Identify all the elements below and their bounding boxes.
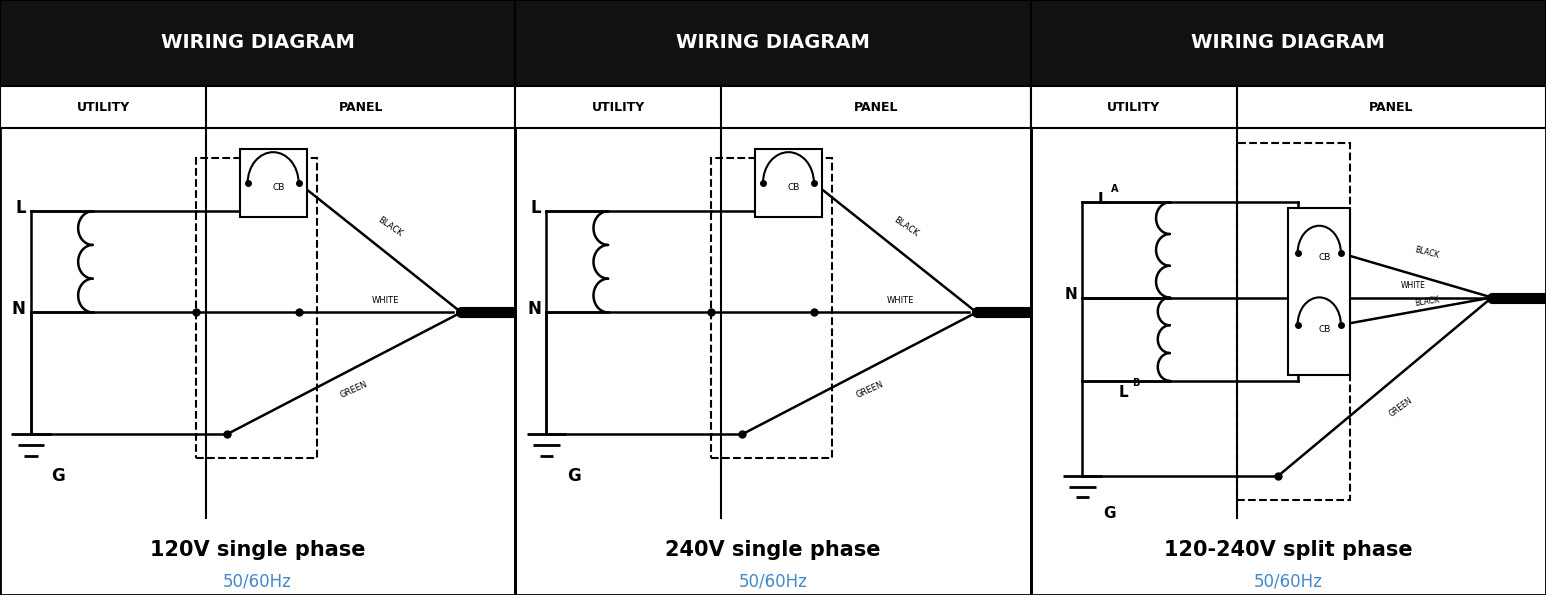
Text: 120-240V split phase: 120-240V split phase (1164, 540, 1413, 560)
Text: L: L (1098, 192, 1107, 207)
Text: 50/60Hz: 50/60Hz (223, 573, 292, 591)
Text: WIRING DIAGRAM: WIRING DIAGRAM (1192, 33, 1385, 52)
FancyBboxPatch shape (754, 149, 822, 217)
Text: G: G (567, 467, 581, 485)
Text: GREEN: GREEN (1387, 396, 1413, 418)
FancyBboxPatch shape (1031, 86, 1546, 128)
FancyBboxPatch shape (240, 149, 306, 217)
Text: BLACK: BLACK (892, 215, 920, 239)
Text: N: N (1064, 287, 1078, 302)
FancyBboxPatch shape (0, 0, 515, 86)
Text: CB: CB (272, 183, 284, 192)
Text: WIRING DIAGRAM: WIRING DIAGRAM (161, 33, 354, 52)
Text: WHITE: WHITE (1401, 281, 1425, 290)
Text: PANEL: PANEL (1370, 101, 1413, 114)
Text: L: L (530, 199, 541, 217)
FancyBboxPatch shape (0, 86, 515, 128)
Text: L: L (1118, 385, 1129, 400)
Text: PANEL: PANEL (853, 101, 898, 114)
Text: UTILITY: UTILITY (592, 101, 645, 114)
FancyBboxPatch shape (515, 86, 1031, 128)
Text: N: N (527, 300, 541, 318)
FancyBboxPatch shape (515, 0, 1031, 86)
Text: WHITE: WHITE (887, 296, 914, 305)
Text: 120V single phase: 120V single phase (150, 540, 365, 560)
Text: GREEN: GREEN (339, 380, 369, 399)
Text: BLACK: BLACK (1413, 296, 1439, 308)
Text: CB: CB (1319, 325, 1331, 334)
FancyBboxPatch shape (1288, 208, 1350, 375)
Text: G: G (51, 467, 65, 485)
Text: L: L (15, 199, 26, 217)
Text: 50/60Hz: 50/60Hz (1254, 573, 1323, 591)
Text: G: G (1102, 506, 1115, 521)
Text: GREEN: GREEN (855, 380, 884, 399)
Text: WHITE: WHITE (371, 296, 399, 305)
Text: WIRING DIAGRAM: WIRING DIAGRAM (676, 33, 870, 52)
FancyBboxPatch shape (1031, 0, 1546, 86)
Text: UTILITY: UTILITY (76, 101, 130, 114)
Text: BLACK: BLACK (376, 215, 404, 239)
Text: CB: CB (787, 183, 799, 192)
Text: B: B (1132, 378, 1139, 387)
Text: 50/60Hz: 50/60Hz (739, 573, 807, 591)
Text: BLACK: BLACK (1413, 246, 1439, 261)
Text: A: A (1112, 184, 1119, 194)
Text: PANEL: PANEL (339, 101, 383, 114)
Text: UTILITY: UTILITY (1107, 101, 1161, 114)
Text: N: N (12, 300, 26, 318)
Text: CB: CB (1319, 253, 1331, 262)
Text: 240V single phase: 240V single phase (665, 540, 881, 560)
